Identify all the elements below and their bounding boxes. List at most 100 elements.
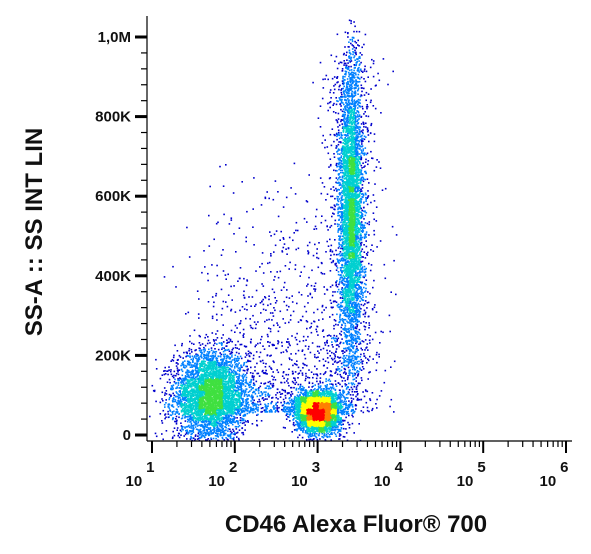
data-point <box>191 429 194 432</box>
data-point <box>219 352 221 354</box>
data-point <box>242 401 245 404</box>
data-point <box>188 379 190 382</box>
data-point <box>200 424 202 426</box>
data-point <box>155 368 158 370</box>
data-point <box>240 387 242 389</box>
data-point <box>227 390 230 393</box>
data-point <box>204 412 207 414</box>
data-point <box>170 414 173 417</box>
data-point <box>198 380 201 382</box>
data-point <box>200 354 203 356</box>
data-point <box>209 411 211 414</box>
data-point <box>196 438 199 440</box>
data-point <box>174 420 176 423</box>
data-point <box>198 394 200 396</box>
data-point <box>242 364 245 367</box>
data-point <box>210 395 212 398</box>
data-point <box>214 348 216 350</box>
data-point <box>178 400 181 402</box>
data-point <box>207 359 209 362</box>
data-point <box>260 420 263 422</box>
data-point <box>202 430 204 432</box>
data-point <box>200 349 203 351</box>
data-point <box>213 370 216 373</box>
data-point <box>195 408 197 410</box>
data-point <box>228 404 230 406</box>
data-point <box>179 377 181 379</box>
data-point <box>227 355 230 358</box>
data-point <box>210 438 213 440</box>
data-point <box>175 415 178 418</box>
data-point <box>188 430 191 432</box>
data-point <box>205 364 208 366</box>
data-point <box>290 395 292 397</box>
data-point <box>206 358 208 360</box>
data-point <box>182 377 184 380</box>
data-point <box>217 418 220 421</box>
data-point <box>197 407 199 410</box>
data-point <box>176 419 178 422</box>
data-point <box>161 422 164 424</box>
data-point <box>239 400 241 402</box>
data-point <box>172 400 174 403</box>
data-point <box>231 366 233 368</box>
data-point <box>234 425 237 428</box>
data-point <box>240 388 243 390</box>
data-point <box>173 354 175 357</box>
data-point <box>206 409 208 411</box>
data-point <box>198 377 201 380</box>
data-point <box>242 433 245 436</box>
data-point <box>205 407 208 410</box>
data-point <box>235 393 238 396</box>
data-point <box>182 357 184 359</box>
data-point <box>208 381 210 384</box>
data-point <box>202 358 205 360</box>
data-point <box>219 399 222 401</box>
data-point <box>230 362 232 364</box>
data-point <box>242 391 245 393</box>
data-point <box>248 411 251 414</box>
data-point <box>226 341 229 344</box>
data-point <box>187 432 190 434</box>
data-point <box>247 353 250 355</box>
data-point <box>218 364 220 367</box>
data-point <box>213 431 216 433</box>
data-point <box>223 421 226 424</box>
data-point <box>198 334 201 337</box>
data-point <box>210 404 212 406</box>
data-point <box>230 422 233 424</box>
data-point <box>222 430 225 433</box>
data-point <box>198 347 200 349</box>
data-point <box>175 408 178 410</box>
data-point <box>220 364 223 367</box>
data-point <box>219 355 222 358</box>
data-point <box>232 386 235 389</box>
data-point <box>203 393 206 396</box>
data-point <box>217 355 220 358</box>
data-point <box>176 412 179 414</box>
data-point <box>212 368 215 370</box>
data-point <box>199 431 202 434</box>
data-point <box>216 394 218 396</box>
data-point <box>224 392 226 394</box>
data-point <box>187 361 190 364</box>
data-point <box>210 398 213 401</box>
data-point <box>187 413 189 415</box>
data-point <box>169 381 171 384</box>
data-point <box>180 425 183 427</box>
data-point <box>221 399 223 401</box>
data-point <box>201 392 203 394</box>
data-point <box>203 428 205 430</box>
data-point <box>197 389 199 392</box>
data-point <box>202 368 205 371</box>
data-point <box>197 431 200 433</box>
data-point <box>219 417 221 419</box>
data-point <box>218 385 220 388</box>
data-point <box>218 407 221 410</box>
data-point <box>199 419 201 422</box>
data-point <box>198 424 200 426</box>
data-point <box>187 355 189 357</box>
data-point <box>171 404 174 406</box>
data-point <box>202 432 205 434</box>
data-point <box>207 412 210 414</box>
